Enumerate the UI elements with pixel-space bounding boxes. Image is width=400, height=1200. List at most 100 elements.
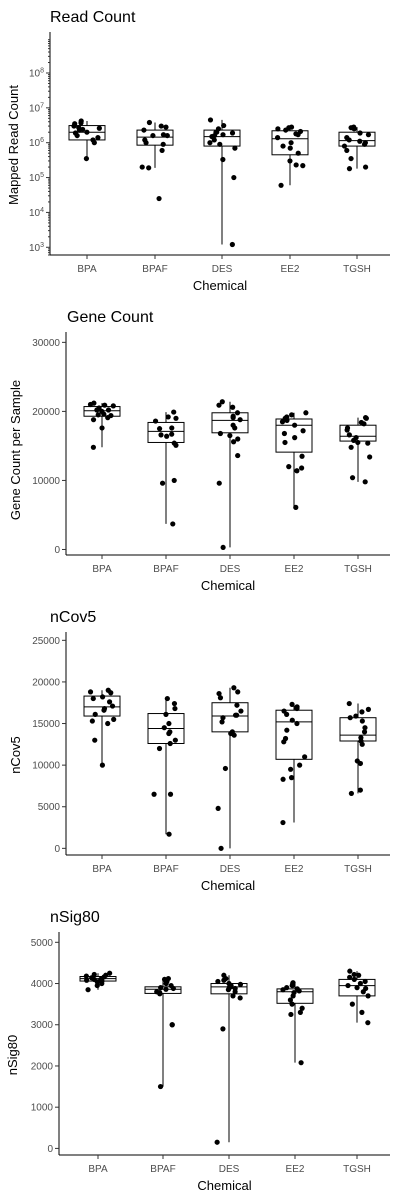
data-point — [99, 425, 105, 431]
data-point — [348, 155, 354, 162]
data-point — [280, 143, 286, 149]
data-point — [222, 765, 229, 772]
y-tick-label: 108 — [29, 67, 44, 79]
data-point — [351, 126, 357, 132]
data-point — [84, 977, 90, 983]
y-tick-label: 0 — [47, 1144, 53, 1155]
y-tick-label: 10000 — [32, 476, 60, 487]
data-point — [158, 432, 164, 438]
data-point — [103, 972, 109, 978]
box-group — [339, 415, 377, 485]
data-point — [165, 414, 171, 420]
data-point — [365, 993, 371, 999]
data-point — [362, 479, 368, 485]
data-point — [142, 137, 148, 143]
data-point — [297, 1009, 303, 1015]
data-point — [211, 137, 217, 143]
data-point — [362, 164, 369, 170]
data-point — [220, 132, 226, 138]
box-group — [79, 970, 117, 993]
x-tick-label: DES — [219, 1164, 240, 1175]
data-point — [207, 140, 213, 146]
data-point — [351, 437, 357, 443]
box-group — [136, 119, 174, 202]
data-point — [288, 1011, 294, 1018]
data-point — [169, 431, 175, 437]
data-point — [80, 126, 86, 133]
box-group — [147, 695, 185, 837]
data-point — [170, 985, 176, 992]
data-point — [219, 719, 225, 725]
data-point — [99, 980, 105, 987]
data-point — [164, 695, 170, 702]
data-point — [216, 690, 222, 697]
data-point — [357, 760, 364, 767]
y-tick-label: 105 — [29, 172, 44, 184]
data-point — [289, 412, 295, 418]
data-point — [238, 708, 244, 714]
data-point — [230, 422, 236, 428]
data-point — [105, 407, 112, 413]
data-point — [237, 417, 243, 423]
data-point — [367, 454, 373, 460]
data-point — [158, 985, 164, 991]
data-point — [365, 132, 372, 138]
box-iqr — [68, 125, 106, 141]
chart-title: nCov5 — [50, 609, 96, 626]
data-point — [164, 978, 170, 985]
data-point — [167, 791, 174, 797]
data-point — [220, 1026, 226, 1032]
data-point — [292, 422, 298, 428]
chart-title: nSig80 — [50, 909, 100, 926]
data-point — [163, 986, 169, 992]
box-group — [210, 972, 248, 1145]
data-point — [94, 407, 100, 413]
data-point — [164, 132, 170, 139]
data-point — [230, 415, 236, 421]
data-point — [215, 978, 221, 985]
x-tick-label: BPAF — [153, 564, 178, 575]
box-group — [338, 124, 376, 172]
data-point — [228, 730, 234, 737]
data-point — [289, 1001, 295, 1007]
data-point — [365, 706, 372, 712]
data-point — [344, 427, 350, 433]
y-tick-label: 20000 — [32, 677, 60, 688]
data-point — [288, 775, 295, 781]
data-point — [357, 787, 363, 793]
data-point — [351, 976, 357, 983]
data-point — [289, 717, 295, 723]
data-point — [139, 164, 145, 170]
data-point — [216, 402, 222, 408]
x-tick-label: DES — [220, 864, 241, 875]
data-point — [235, 689, 241, 695]
data-point — [361, 729, 368, 735]
data-point — [289, 701, 295, 707]
data-point — [171, 409, 177, 415]
data-point — [235, 436, 241, 442]
x-axis-label: Chemical — [193, 278, 247, 293]
data-point — [156, 745, 163, 752]
x-axis-label: Chemical — [201, 578, 255, 593]
data-point — [363, 985, 369, 992]
data-point — [279, 419, 286, 425]
data-point — [101, 705, 108, 712]
data-point — [207, 117, 214, 123]
data-point — [348, 444, 354, 450]
data-point — [229, 241, 235, 248]
box-iqr — [211, 702, 249, 733]
data-point — [347, 968, 353, 974]
box-group — [275, 410, 313, 510]
data-point — [98, 976, 104, 983]
data-point — [280, 776, 286, 782]
data-point — [78, 118, 84, 124]
data-point — [72, 121, 78, 127]
data-point — [282, 735, 289, 742]
data-point — [146, 165, 152, 171]
x-tick-label: TGSH — [344, 564, 372, 575]
data-point — [102, 402, 108, 408]
data-point — [172, 705, 178, 712]
data-point — [289, 982, 295, 989]
x-tick-label: DES — [220, 564, 241, 575]
data-point — [172, 737, 178, 743]
